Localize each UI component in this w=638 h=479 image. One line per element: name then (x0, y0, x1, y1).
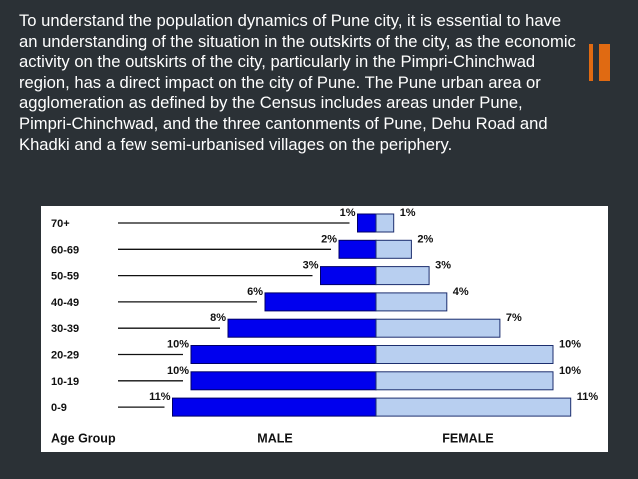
bar-female-20-29 (375, 345, 554, 364)
data-label-female-10-19: 10% (559, 365, 581, 377)
category-axis-title: Age Group (51, 431, 116, 445)
bar-male-30-39 (227, 318, 377, 338)
data-label-female-40-49: 4% (453, 286, 469, 298)
data-label-male-10-19: 10% (167, 365, 189, 377)
data-label-male-40-49: 6% (247, 286, 263, 298)
data-label-male-60-69: 2% (321, 233, 337, 245)
data-label-male-0-9: 11% (149, 391, 171, 403)
bar-female-10-19 (375, 371, 554, 391)
bar-male-60-69 (338, 239, 377, 259)
slide-body-text: To understand the population dynamics of… (19, 11, 576, 154)
bar-male-40-49 (264, 292, 377, 312)
data-label-female-20-29: 10% (559, 339, 581, 351)
tick-label-60-69: 60-69 (51, 244, 79, 256)
bar-male-0-9 (172, 397, 377, 417)
population-pyramid-chart: 70+ 1% 1% 60-69 2% 2% 50-59 3% 3% 40-49 6% 4% 30-39 8… (41, 206, 608, 452)
tick-label-20-29: 20-29 (51, 350, 79, 362)
bar-male-10-19 (190, 371, 377, 391)
bar-female-30-39 (375, 318, 501, 338)
bar-male-50-59 (320, 266, 377, 286)
data-label-female-60-69: 2% (417, 233, 433, 245)
tick-label-70plus: 70+ (51, 218, 70, 230)
data-label-male-20-29: 10% (167, 339, 189, 351)
bar-female-0-9 (375, 397, 572, 417)
accent-bar-thick (599, 44, 610, 81)
bar-male-20-29 (190, 345, 377, 364)
tick-label-50-59: 50-59 (51, 271, 79, 283)
bar-male-70plus (357, 213, 377, 233)
bar-female-40-49 (375, 292, 448, 312)
bar-female-70plus (375, 213, 395, 233)
bar-female-60-69 (375, 239, 412, 259)
data-label-female-50-59: 3% (435, 260, 451, 272)
data-label-female-0-9: 11% (577, 391, 599, 403)
tick-label-0-9: 0-9 (51, 402, 67, 414)
data-label-female-30-39: 7% (506, 312, 522, 324)
legend-label-male: MALE (257, 431, 292, 445)
tick-label-30-39: 30-39 (51, 323, 79, 335)
bar-female-50-59 (375, 266, 430, 286)
chart-svg: 70+ 1% 1% 60-69 2% 2% 50-59 3% 3% 40-49 6% 4% 30-39 8… (51, 207, 599, 445)
data-label-male-50-59: 3% (303, 260, 319, 272)
legend-label-female: FEMALE (442, 431, 493, 445)
data-label-male-70plus: 1% (340, 207, 356, 219)
data-label-female-70plus: 1% (400, 207, 416, 219)
tick-label-40-49: 40-49 (51, 297, 79, 309)
tick-label-10-19: 10-19 (51, 376, 79, 388)
accent-bar-thin (589, 44, 593, 81)
data-label-male-30-39: 8% (210, 312, 226, 324)
